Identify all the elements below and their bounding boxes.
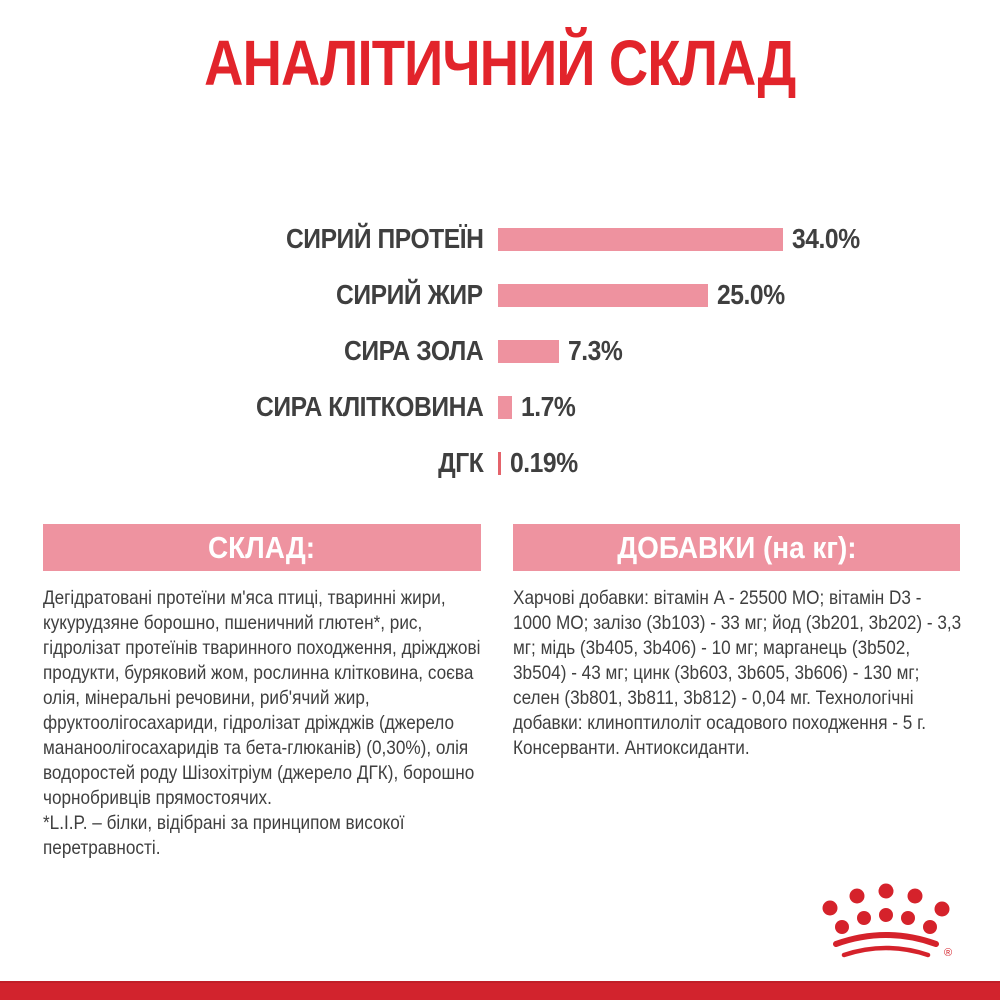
chart-bar — [498, 227, 783, 251]
page-title-text: АНАЛІТИЧНИЙ СКЛАД — [204, 27, 796, 99]
chart-row-fibre: СИРА КЛІТКОВИНА 1.7% — [0, 379, 1000, 435]
chart-bar — [498, 339, 560, 363]
bar-wrap: 25.0% — [498, 279, 793, 311]
nutrition-bar-chart: СИРИЙ ПРОТЕЇН 34.0% СИРИЙ ЖИР 25.0% СИРА… — [0, 211, 1000, 491]
bar-wrap: 34.0% — [498, 223, 869, 255]
chart-bar — [498, 283, 708, 307]
bar-wrap: 7.3% — [498, 335, 630, 367]
chart-value-label: 25.0% — [716, 279, 785, 310]
page-title: АНАЛІТИЧНИЙ СКЛАД — [0, 26, 1000, 100]
chart-category-label: СИРИЙ ПРОТЕЇН — [285, 223, 483, 254]
chart-value-label: 34.0% — [792, 223, 860, 254]
additives-section-body: Харчові добавки: вітамін A - 25500 МО; в… — [513, 586, 963, 761]
chart-row-protein: СИРИЙ ПРОТЕЇН 34.0% — [0, 211, 1000, 267]
chart-category-label: СИРА КЛІТКОВИНА — [255, 391, 484, 422]
bar-wrap: 0.19% — [498, 447, 587, 479]
bar-wrap: 1.7% — [498, 391, 583, 423]
chart-value-label: 0.19% — [510, 447, 578, 478]
royal-canin-crown-logo: ® — [822, 883, 952, 959]
chart-category-label: СИРА ЗОЛА — [343, 335, 484, 366]
chart-bar — [498, 451, 501, 475]
composition-text: Дегідратовані протеїни м'яса птиці, твар… — [43, 587, 481, 809]
composition-section-header: СКЛАД: — [43, 524, 481, 571]
chart-category-label: ДГК — [437, 447, 484, 478]
additives-section-header: ДОБАВКИ (на кг): — [513, 524, 960, 571]
additives-text: Харчові добавки: вітамін A - 25500 МО; в… — [513, 587, 962, 759]
chart-row-fat: СИРИЙ ЖИР 25.0% — [0, 267, 1000, 323]
chart-row-ash: СИРА ЗОЛА 7.3% — [0, 323, 1000, 379]
bottom-red-bar — [0, 981, 1000, 1000]
chart-category-label: СИРИЙ ЖИР — [336, 279, 483, 310]
chart-bar — [498, 395, 513, 419]
chart-value-label: 1.7% — [521, 391, 576, 422]
registered-trademark-icon: ® — [944, 947, 952, 959]
composition-section-body: Дегідратовані протеїни м'яса птиці, твар… — [43, 586, 483, 861]
chart-value-label: 7.3% — [568, 335, 623, 366]
lip-footnote: *L.I.P. – білки, відібрані за принципом … — [43, 812, 405, 859]
chart-row-dha: ДГК 0.19% — [0, 435, 1000, 491]
